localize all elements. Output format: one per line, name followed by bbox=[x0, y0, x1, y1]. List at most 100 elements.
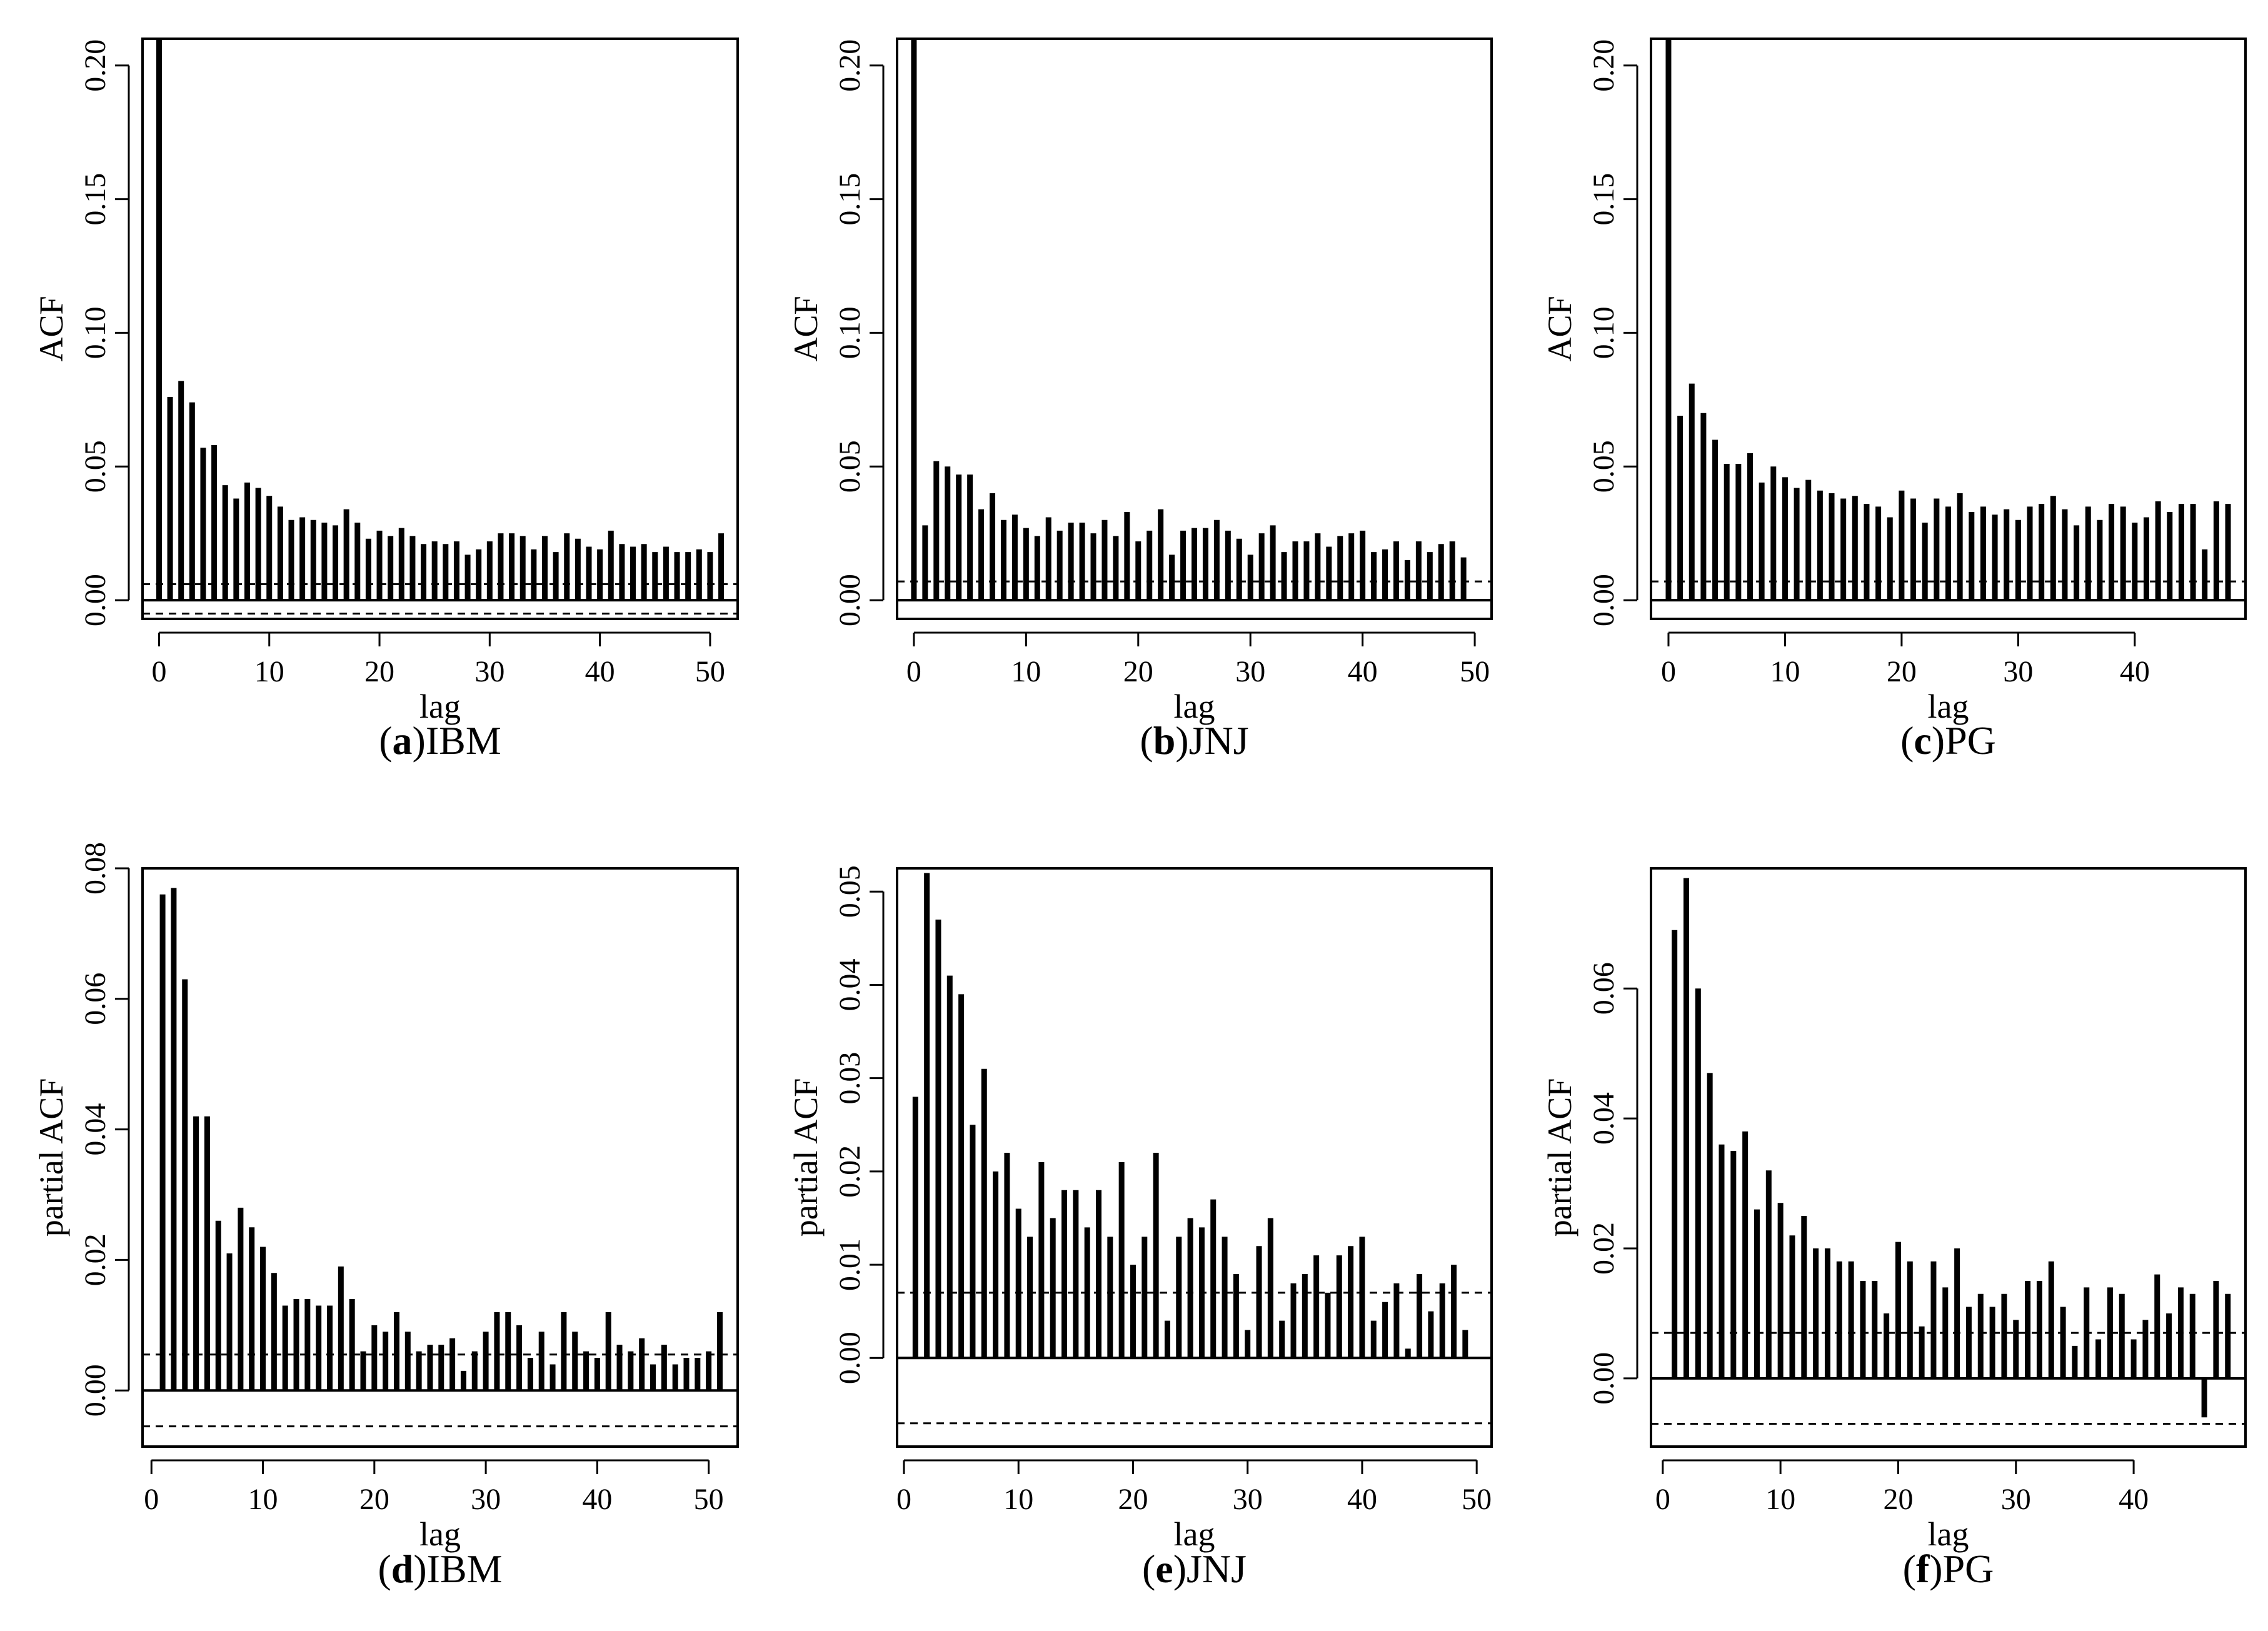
y-tick-label: 0.04 bbox=[833, 958, 866, 1011]
y-tick-label: 0.04 bbox=[1587, 1092, 1620, 1145]
x-tick-label: 20 bbox=[364, 655, 394, 688]
x-tick-label: 40 bbox=[1348, 655, 1378, 688]
y-tick-label: 0.20 bbox=[79, 39, 112, 92]
caption-ticker: JNJ bbox=[1187, 1547, 1247, 1591]
y-axis-label: partial ACF bbox=[33, 1078, 70, 1237]
y-tick-label: 0.06 bbox=[1587, 962, 1620, 1015]
y-tick-label: 0.00 bbox=[1587, 574, 1620, 626]
x-axis-label: lag bbox=[1174, 688, 1215, 725]
y-tick-label: 0.00 bbox=[1587, 1352, 1620, 1405]
y-tick-label: 0.04 bbox=[79, 1103, 112, 1156]
x-tick-label: 0 bbox=[906, 655, 921, 688]
y-axis-label: ACF bbox=[787, 296, 825, 361]
x-tick-label: 50 bbox=[694, 1483, 724, 1516]
panel-a-caption: (a)IBM bbox=[379, 718, 501, 763]
y-axis-label: partial ACF bbox=[1541, 1078, 1578, 1237]
y-tick-label: 0.15 bbox=[1587, 173, 1620, 226]
y-tick-label: 0.20 bbox=[833, 39, 866, 92]
x-tick-label: 40 bbox=[2119, 1483, 2149, 1516]
y-tick-label: 0.02 bbox=[79, 1233, 112, 1286]
caption-letter: d bbox=[391, 1547, 414, 1591]
plot-frame bbox=[141, 38, 739, 620]
plot-frame bbox=[896, 38, 1493, 620]
panel-c-chart: 0 10 20 30 40 0.00 0.05 0.10 0.15 0.20 lag ACF bbox=[1541, 38, 2247, 725]
x-tick-label: 0 bbox=[1655, 1483, 1670, 1516]
caption-letter: a bbox=[392, 718, 413, 763]
x-tick-label: 10 bbox=[1003, 1483, 1033, 1516]
x-tick-label: 30 bbox=[1233, 1483, 1263, 1516]
caption-ticker: IBM bbox=[425, 718, 501, 763]
x-tick-label: 50 bbox=[1460, 655, 1490, 688]
x-tick-label: 10 bbox=[1011, 655, 1041, 688]
y-tick-label: 0.05 bbox=[79, 440, 112, 493]
panel-e-caption: (e)JNJ bbox=[1142, 1547, 1247, 1591]
caption-ticker: JNJ bbox=[1188, 718, 1249, 763]
x-tick-label: 0 bbox=[144, 1483, 159, 1516]
x-tick-label: 50 bbox=[695, 655, 725, 688]
x-tick-label: 30 bbox=[2001, 1483, 2031, 1516]
plot-frame bbox=[1650, 867, 2247, 1448]
y-tick-label: 0.15 bbox=[79, 173, 112, 226]
x-tick-label: 0 bbox=[1661, 655, 1676, 688]
x-tick-label: 0 bbox=[151, 655, 166, 688]
x-tick-label: 20 bbox=[1123, 655, 1153, 688]
y-tick-label: 0.05 bbox=[833, 865, 866, 918]
x-tick-label: 10 bbox=[254, 655, 284, 688]
x-tick-label: 40 bbox=[582, 1483, 612, 1516]
y-tick-label: 0.05 bbox=[833, 440, 866, 493]
x-axis-label: lag bbox=[419, 1515, 461, 1553]
x-tick-label: 10 bbox=[1765, 1483, 1795, 1516]
caption-ticker: PG bbox=[1942, 1547, 1994, 1591]
x-tick-label: 20 bbox=[1883, 1483, 1913, 1516]
y-tick-label: 0.05 bbox=[1587, 440, 1620, 493]
y-tick-label: 0.06 bbox=[79, 973, 112, 1025]
x-tick-label: 30 bbox=[471, 1483, 501, 1516]
x-tick-label: 40 bbox=[1347, 1483, 1377, 1516]
panel-d-caption: (d)IBM bbox=[378, 1547, 503, 1591]
y-tick-label: 0.20 bbox=[1587, 39, 1620, 92]
plot-frame bbox=[896, 867, 1493, 1448]
y-tick-label: 0.02 bbox=[1587, 1222, 1620, 1275]
y-tick-label: 0.15 bbox=[833, 173, 866, 226]
x-tick-label: 20 bbox=[359, 1483, 389, 1516]
y-tick-label: 0.10 bbox=[833, 306, 866, 359]
x-axis-label: lag bbox=[1174, 1515, 1215, 1553]
x-tick-label: 0 bbox=[896, 1483, 911, 1516]
caption-letter: e bbox=[1155, 1547, 1173, 1591]
x-tick-label: 50 bbox=[1462, 1483, 1492, 1516]
x-tick-label: 20 bbox=[1887, 655, 1917, 688]
panel-b-caption: (b)JNJ bbox=[1140, 718, 1249, 763]
y-tick-label: 0.10 bbox=[79, 306, 112, 359]
plot-frame bbox=[141, 867, 739, 1448]
panel-b-chart: 0 10 20 30 40 50 0.00 0.05 0.10 0.15 0.20 lag ACF bbox=[787, 38, 1493, 725]
x-tick-label: 20 bbox=[1118, 1483, 1148, 1516]
y-tick-label: 0.00 bbox=[79, 574, 112, 626]
x-tick-label: 40 bbox=[585, 655, 615, 688]
y-tick-label: 0.00 bbox=[79, 1364, 112, 1417]
y-axis-label: ACF bbox=[33, 296, 70, 361]
caption-ticker: PG bbox=[1945, 718, 1996, 763]
x-tick-label: 10 bbox=[248, 1483, 278, 1516]
plot-frame bbox=[1650, 38, 2247, 620]
caption-letter: f bbox=[1915, 1547, 1930, 1591]
caption-letter: b bbox=[1153, 718, 1176, 763]
panel-a-chart: 0 10 20 30 40 50 0.00 0.05 0.10 0.15 0.20 lag ACF bbox=[33, 38, 739, 725]
y-tick-label: 0.01 bbox=[833, 1238, 866, 1291]
x-axis-label: lag bbox=[419, 688, 461, 725]
y-tick-label: 0.03 bbox=[833, 1052, 866, 1105]
y-tick-label: 0.02 bbox=[833, 1145, 866, 1198]
y-tick-label: 0.00 bbox=[833, 1332, 866, 1384]
y-tick-label: 0.00 bbox=[833, 574, 866, 626]
y-tick-label: 0.10 bbox=[1587, 306, 1620, 359]
panel-f-caption: (f)PG bbox=[1902, 1547, 1994, 1591]
panel-e-chart: 0 10 20 30 40 50 0.00 0.01 0.02 0.03 0.04 0.05 lag pa… bbox=[787, 865, 1493, 1553]
panel-d-chart: 0 10 20 30 40 50 0.00 0.02 0.04 0.06 0.08 lag partia… bbox=[33, 842, 739, 1553]
x-axis-label: lag bbox=[1928, 1515, 1969, 1553]
y-axis-label: partial ACF bbox=[787, 1078, 825, 1237]
x-tick-label: 30 bbox=[2003, 655, 2033, 688]
x-tick-label: 40 bbox=[2120, 655, 2150, 688]
y-axis-label: ACF bbox=[1541, 296, 1578, 361]
panel-c-caption: (c)PG bbox=[1900, 718, 1996, 763]
caption-ticker: IBM bbox=[426, 1547, 503, 1591]
